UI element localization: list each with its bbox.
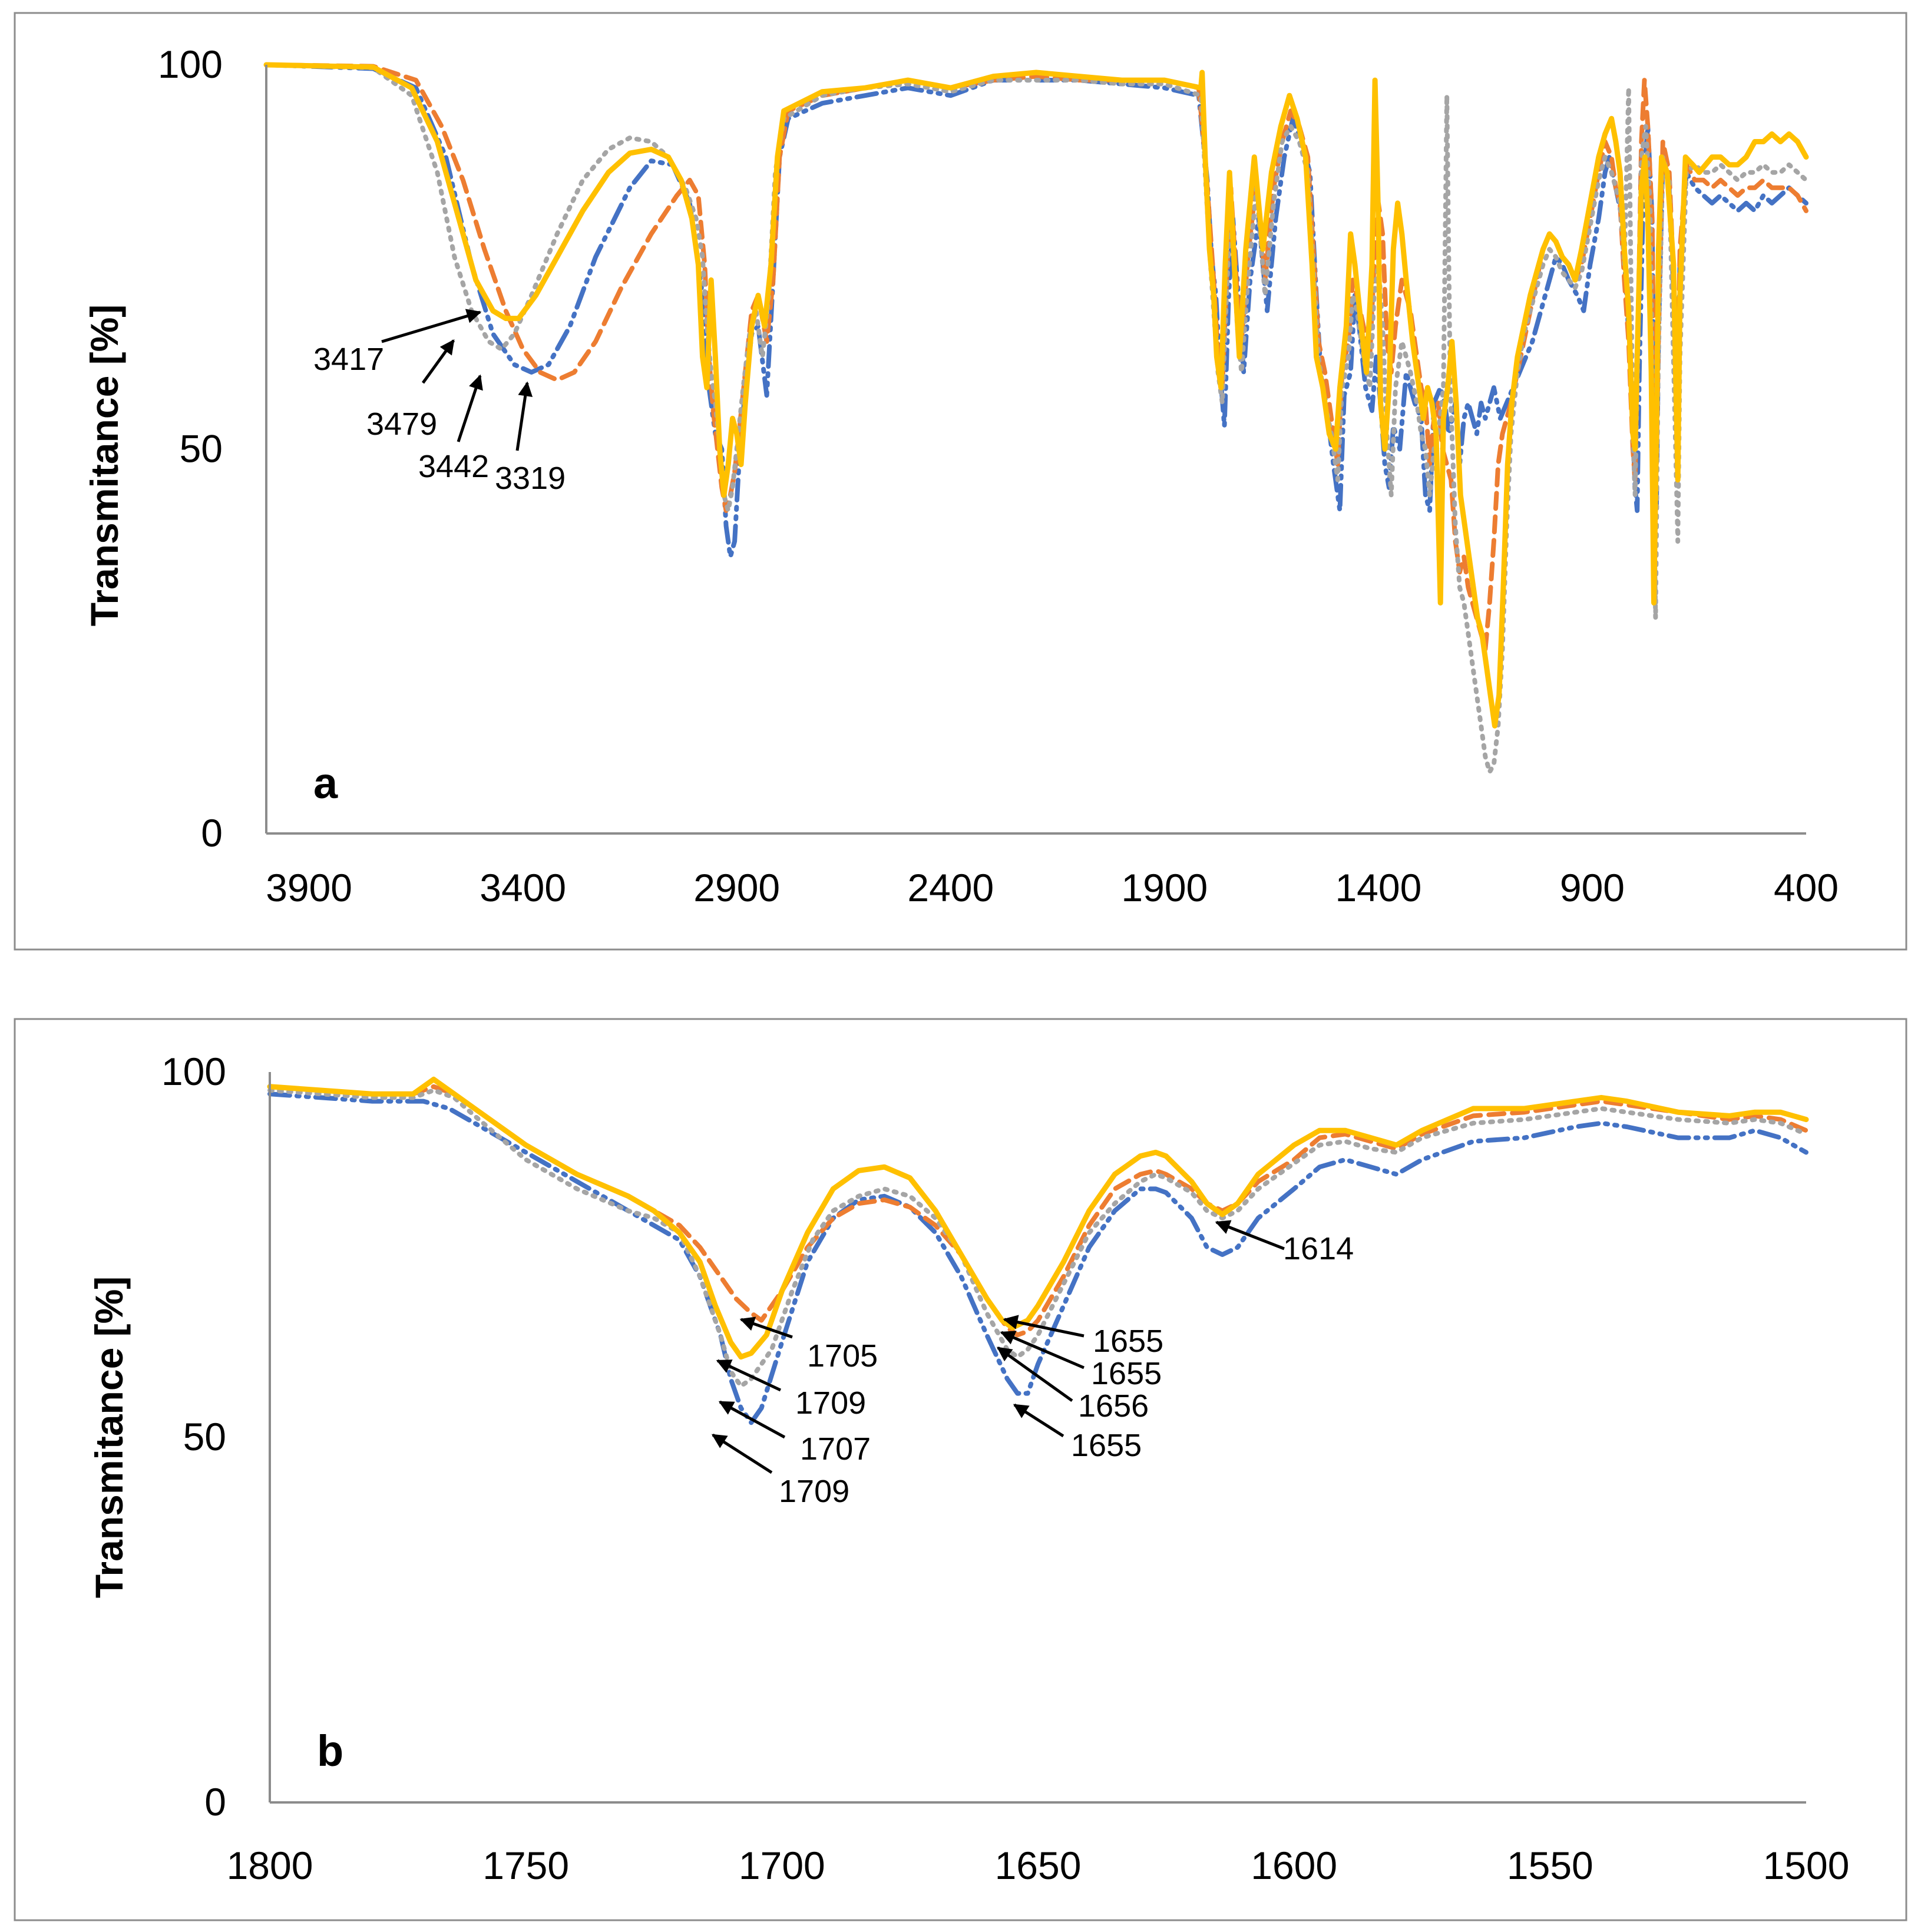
annotation-1709-b: 1709 xyxy=(711,1433,849,1509)
x-tick-label: 400 xyxy=(1774,866,1839,909)
x-tick-label: 1700 xyxy=(739,1844,825,1887)
y-tick-label: 50 xyxy=(180,427,223,471)
x-tick-label: 1400 xyxy=(1335,866,1421,909)
x-tick-labels-a: 3900 3400 2900 2400 1900 1400 900 400 xyxy=(266,866,1839,909)
panel-label-a: a xyxy=(313,759,338,808)
x-tick-label: 1800 xyxy=(227,1844,313,1887)
x-tick-label: 3900 xyxy=(266,866,352,909)
annotation-label: 1655 xyxy=(1071,1428,1142,1463)
annotation-1656: 1656 xyxy=(996,1346,1149,1424)
y-tick-label: 0 xyxy=(204,1780,226,1824)
x-tick-label: 1750 xyxy=(482,1844,569,1887)
y-tick-label: 0 xyxy=(201,811,223,855)
y-tick-labels-a: 0 50 100 xyxy=(158,42,223,855)
x-tick-label: 2900 xyxy=(693,866,780,909)
annotation-label: 3442 xyxy=(418,449,489,484)
annotation-1709-a: 1709 xyxy=(716,1359,866,1421)
annotation-label: 1709 xyxy=(779,1474,849,1509)
x-tick-label: 1550 xyxy=(1507,1844,1593,1887)
annotation-label: 1655 xyxy=(1093,1324,1163,1359)
annotation-label: 1705 xyxy=(807,1338,878,1374)
annotation-label: 1656 xyxy=(1078,1388,1149,1424)
x-tick-labels-b: 1800 1750 1700 1650 1600 1550 1500 xyxy=(227,1844,1850,1887)
chart-frame-a xyxy=(14,12,1907,951)
annotation-1655-a: 1655 xyxy=(1003,1315,1163,1359)
x-tick-label: 1650 xyxy=(995,1844,1082,1887)
chart-frame-b xyxy=(14,1018,1907,1921)
annotation-label: 1707 xyxy=(800,1431,871,1467)
chart-panel-a: 3900 3400 2900 2400 1900 1400 900 400 0 50 100 Tr… xyxy=(14,12,1907,951)
series-line-series1 xyxy=(267,1091,1808,1425)
y-tick-label: 100 xyxy=(161,1050,226,1093)
annotation-1614: 1614 xyxy=(1215,1220,1354,1266)
y-tick-labels-b: 0 50 100 xyxy=(161,1050,226,1824)
series-line-series4 xyxy=(263,62,1809,729)
annotation-label: 3319 xyxy=(495,461,566,496)
annotation-1655-c: 1655 xyxy=(1013,1403,1142,1463)
x-tick-label: 1900 xyxy=(1121,866,1208,909)
annotation-3442: 3442 xyxy=(418,374,489,484)
annotation-1707: 1707 xyxy=(718,1400,871,1467)
y-tick-label: 50 xyxy=(183,1415,226,1458)
annotation-3417: 3417 xyxy=(313,309,482,377)
annotation-3479: 3479 xyxy=(366,339,455,442)
annotation-3319: 3319 xyxy=(495,381,566,496)
annotation-label: 3479 xyxy=(366,406,437,442)
x-tick-label: 1500 xyxy=(1763,1844,1850,1887)
series-line-series2 xyxy=(264,62,1808,651)
series-layer-a xyxy=(263,62,1809,775)
annotation-label: 1614 xyxy=(1283,1231,1354,1266)
annotation-1705: 1705 xyxy=(739,1316,878,1374)
x-tick-label: 2400 xyxy=(907,866,994,909)
x-tick-label: 900 xyxy=(1560,866,1625,909)
y-axis-label-b: Transmitance [%] xyxy=(87,1276,131,1599)
series-line-series3 xyxy=(267,1088,1808,1389)
annotation-label: 3417 xyxy=(313,342,384,377)
x-tick-label: 3400 xyxy=(480,866,566,909)
annotation-1655-b: 1655 xyxy=(1000,1331,1162,1391)
chart-panel-b: 1800 1750 1700 1650 1600 1550 1500 0 50 100 Tran… xyxy=(14,1018,1907,1921)
x-tick-label: 1600 xyxy=(1251,1844,1337,1887)
annotation-label: 1709 xyxy=(795,1385,866,1421)
annotation-label: 1655 xyxy=(1091,1356,1162,1391)
y-tick-label: 100 xyxy=(158,42,223,86)
panel-label-b: b xyxy=(317,1726,343,1775)
y-axis-label-a: Transmitance [%] xyxy=(82,305,126,627)
